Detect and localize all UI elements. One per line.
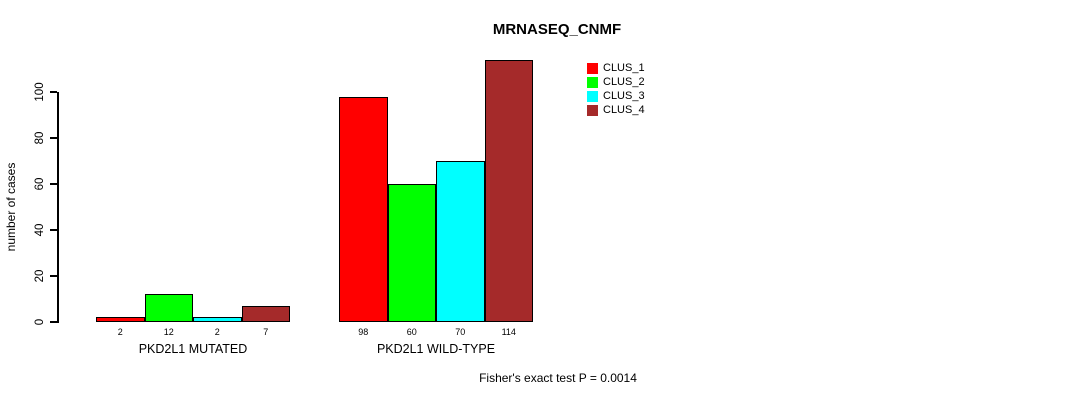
group-label: PKD2L1 WILD-TYPE (376, 342, 496, 356)
y-tick (50, 91, 57, 93)
legend-color-swatch-icon (587, 77, 598, 88)
y-axis-line (57, 92, 59, 323)
legend-label: CLUS_2 (603, 76, 645, 88)
bar-value-label: 114 (501, 327, 516, 337)
bar-value-label: 98 (358, 327, 369, 337)
legend-label: CLUS_4 (603, 104, 645, 116)
y-tick-label: 100 (34, 82, 46, 102)
bar-CLUS_4 (484, 60, 533, 322)
y-tick (50, 229, 57, 231)
legend-color-swatch-icon (587, 63, 598, 74)
y-tick (50, 137, 57, 139)
bar-CLUS_1 (96, 317, 145, 322)
bar-value-label: 60 (406, 327, 417, 337)
y-tick-label: 20 (34, 269, 46, 283)
legend-label: CLUS_1 (603, 62, 645, 74)
y-tick-label: 0 (34, 318, 46, 326)
bar-CLUS_2 (144, 294, 193, 322)
statistical-test-annotation: Fisher's exact test P = 0.0014 (479, 371, 637, 385)
y-tick-label: 40 (34, 223, 46, 237)
y-tick-label: 60 (34, 177, 46, 191)
chart-title: MRNASEQ_CNMF (492, 21, 622, 38)
group-label: PKD2L1 MUTATED (138, 342, 248, 356)
bar-CLUS_3 (193, 317, 242, 322)
bar-CLUS_2 (387, 184, 436, 322)
y-tick (50, 321, 57, 323)
bar-value-label: 2 (117, 327, 123, 337)
bar-CLUS_1 (339, 97, 388, 322)
y-tick (50, 183, 57, 185)
bar-CLUS_3 (436, 161, 485, 322)
y-tick (50, 275, 57, 277)
bar-value-label: 12 (163, 327, 174, 337)
y-tick-label: 80 (34, 131, 46, 145)
bar-value-label: 7 (263, 327, 269, 337)
bar-value-label: 2 (214, 327, 220, 337)
bar-value-label: 70 (455, 327, 466, 337)
legend-label: CLUS_3 (603, 90, 645, 102)
legend-color-swatch-icon (587, 91, 598, 102)
legend-color-swatch-icon (587, 105, 598, 116)
bar-CLUS_4 (241, 306, 290, 322)
